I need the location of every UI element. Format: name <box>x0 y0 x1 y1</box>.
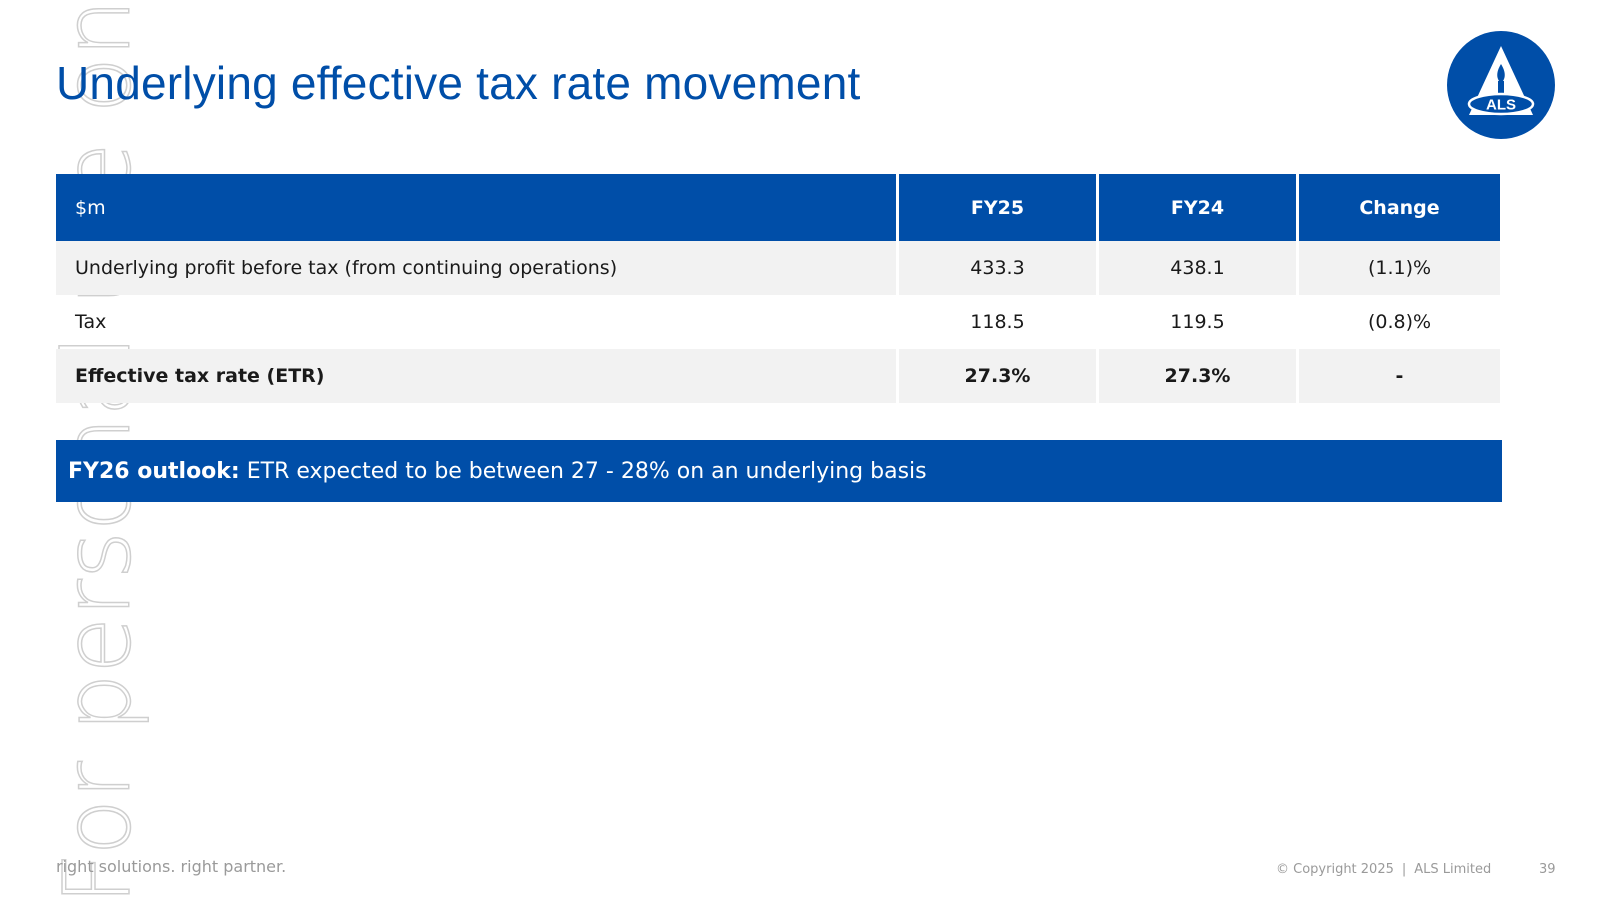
outlook-text: ETR expected to be between 27 - 28% on a… <box>246 458 927 484</box>
footer-copyright: © Copyright 2025 | ALS Limited <box>1276 862 1491 877</box>
cell-fy24: 438.1 <box>1096 241 1296 295</box>
outlook-banner: FY26 outlook: ETR expected to be between… <box>56 440 1502 502</box>
table-row: Tax 118.5 119.5 (0.8)% <box>56 295 1500 349</box>
cell-fy25: 433.3 <box>896 241 1096 295</box>
cell-fy25: 118.5 <box>896 295 1096 349</box>
header-fy25: FY25 <box>896 174 1096 241</box>
cell-change: (0.8)% <box>1296 295 1500 349</box>
cell-fy24: 27.3% <box>1096 349 1296 403</box>
table-header-row: $m FY25 FY24 Change <box>56 174 1500 241</box>
outlook-lead: FY26 outlook: <box>68 458 240 484</box>
cell-change: - <box>1296 349 1500 403</box>
page-number: 39 <box>1539 862 1556 877</box>
copyright-text: © Copyright 2025 <box>1276 862 1394 877</box>
table-row: Underlying profit before tax (from conti… <box>56 241 1500 295</box>
header-fy24: FY24 <box>1096 174 1296 241</box>
als-logo: ALS <box>1447 31 1555 139</box>
table-row: Effective tax rate (ETR) 27.3% 27.3% - <box>56 349 1500 403</box>
cell-fy25: 27.3% <box>896 349 1096 403</box>
row-label: Tax <box>75 311 107 333</box>
cell-change: (1.1)% <box>1296 241 1500 295</box>
header-change: Change <box>1296 174 1500 241</box>
logo-text: ALS <box>1486 97 1516 114</box>
row-label: Underlying profit before tax (from conti… <box>56 241 896 295</box>
header-metric: $m <box>56 174 896 241</box>
row-label: Effective tax rate (ETR) <box>56 349 896 403</box>
company-name: ALS Limited <box>1414 862 1492 877</box>
copyright-separator: | <box>1401 862 1407 877</box>
footer-tagline: right solutions. right partner. <box>56 857 287 876</box>
tax-rate-table: $m FY25 FY24 Change Underlying profit be… <box>56 174 1500 403</box>
slide-title: Underlying effective tax rate movement <box>56 57 861 109</box>
cell-fy24: 119.5 <box>1096 295 1296 349</box>
